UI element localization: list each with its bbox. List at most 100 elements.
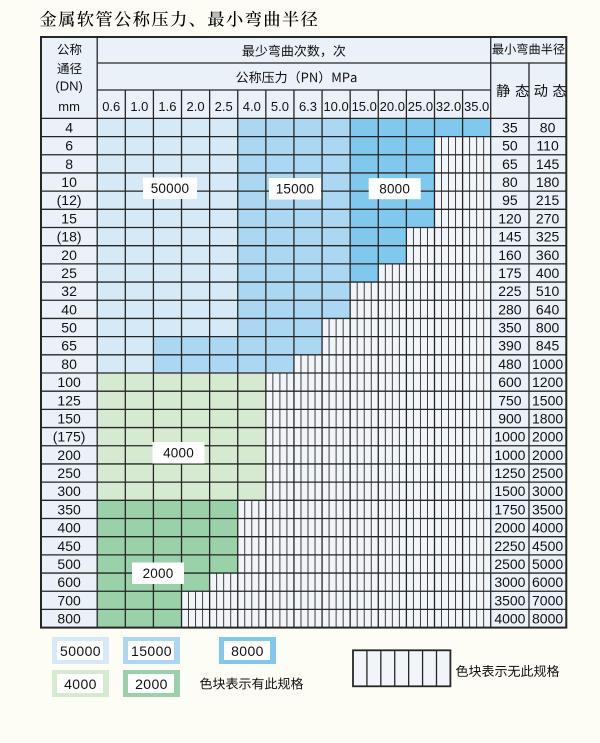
svg-text:2000: 2000 [494,520,525,536]
svg-text:6000: 6000 [532,574,563,590]
svg-text:(DN): (DN) [55,78,82,93]
svg-text:845: 845 [536,338,560,354]
svg-text:(18): (18) [57,229,82,245]
svg-text:1500: 1500 [494,483,525,499]
svg-text:0.6: 0.6 [102,99,120,114]
svg-text:145: 145 [536,156,560,172]
svg-text:2000: 2000 [532,429,563,445]
svg-text:(12): (12) [57,192,82,208]
svg-text:2000: 2000 [532,447,563,463]
svg-text:mm: mm [58,99,80,114]
svg-text:125: 125 [57,392,81,408]
svg-text:25: 25 [61,265,77,281]
svg-text:32.0: 32.0 [436,99,461,114]
svg-text:750: 750 [498,392,522,408]
svg-text:360: 360 [536,247,560,263]
svg-text:500: 500 [57,556,81,572]
svg-text:4: 4 [65,120,73,136]
svg-text:800: 800 [536,320,560,336]
svg-text:600: 600 [57,574,81,590]
svg-text:32: 32 [61,283,77,299]
svg-text:3000: 3000 [532,483,563,499]
svg-text:225: 225 [498,283,522,299]
svg-text:4000: 4000 [532,520,563,536]
svg-text:150: 150 [57,411,81,427]
svg-text:700: 700 [57,592,81,608]
svg-text:400: 400 [57,520,81,536]
svg-text:6: 6 [65,138,73,154]
svg-text:450: 450 [57,538,81,554]
svg-text:110: 110 [536,138,559,154]
svg-text:3000: 3000 [494,574,525,590]
svg-text:4.0: 4.0 [243,99,261,114]
svg-text:4500: 4500 [532,538,563,554]
svg-text:15000: 15000 [276,182,315,197]
svg-text:80: 80 [502,174,518,190]
svg-text:215: 215 [536,192,560,208]
svg-text:200: 200 [57,447,81,463]
svg-text:4000: 4000 [64,676,97,692]
svg-text:3500: 3500 [494,592,525,608]
svg-text:15: 15 [61,210,77,226]
svg-text:175: 175 [498,265,522,281]
svg-text:65: 65 [502,156,518,172]
svg-text:20.0: 20.0 [380,99,405,114]
svg-text:15.0: 15.0 [352,99,377,114]
svg-text:2500: 2500 [532,465,563,481]
svg-text:50000: 50000 [151,181,190,196]
svg-text:3500: 3500 [532,501,563,517]
svg-text:350: 350 [498,320,522,336]
svg-text:4000: 4000 [494,611,525,627]
svg-text:1.6: 1.6 [158,99,176,114]
svg-text:5.0: 5.0 [271,99,289,114]
svg-text:25.0: 25.0 [408,99,433,114]
svg-text:2.5: 2.5 [215,99,233,114]
svg-text:20: 20 [61,247,77,263]
svg-text:50000: 50000 [60,643,101,659]
svg-text:640: 640 [536,301,560,317]
svg-text:325: 325 [536,229,560,245]
svg-text:35.0: 35.0 [464,99,489,114]
svg-text:8000: 8000 [532,611,563,627]
svg-text:4000: 4000 [163,446,194,461]
svg-text:180: 180 [536,174,560,190]
svg-text:300: 300 [57,483,81,499]
svg-text:2000: 2000 [135,676,168,692]
svg-text:80: 80 [61,356,77,372]
svg-text:250: 250 [57,465,81,481]
svg-text:6.3: 6.3 [299,99,317,114]
svg-text:65: 65 [61,338,77,354]
svg-text:1200: 1200 [532,374,563,390]
svg-text:400: 400 [536,265,560,281]
svg-text:900: 900 [498,411,522,427]
svg-text:(175): (175) [53,429,86,445]
svg-text:8000: 8000 [379,182,410,197]
svg-text:10.0: 10.0 [323,99,348,114]
svg-text:2000: 2000 [143,566,174,581]
svg-text:1000: 1000 [494,429,525,445]
svg-text:35: 35 [502,120,518,136]
svg-text:120: 120 [498,210,522,226]
svg-text:800: 800 [57,611,81,627]
svg-text:280: 280 [498,301,522,317]
svg-text:95: 95 [502,192,518,208]
svg-text:1000: 1000 [532,356,563,372]
svg-text:160: 160 [498,247,522,263]
svg-text:270: 270 [536,210,560,226]
svg-text:50: 50 [61,320,77,336]
svg-text:1500: 1500 [532,392,563,408]
svg-text:510: 510 [536,283,560,299]
svg-text:145: 145 [498,229,522,245]
svg-text:600: 600 [498,374,522,390]
svg-text:390: 390 [498,338,522,354]
svg-text:2500: 2500 [494,556,525,572]
svg-text:5000: 5000 [532,556,563,572]
svg-text:1.0: 1.0 [130,99,148,114]
svg-text:1000: 1000 [494,447,525,463]
svg-text:350: 350 [57,501,81,517]
svg-text:10: 10 [61,174,77,190]
svg-text:50: 50 [502,138,518,154]
svg-text:100: 100 [57,374,81,390]
svg-text:1750: 1750 [494,501,525,517]
svg-text:2250: 2250 [494,538,525,554]
